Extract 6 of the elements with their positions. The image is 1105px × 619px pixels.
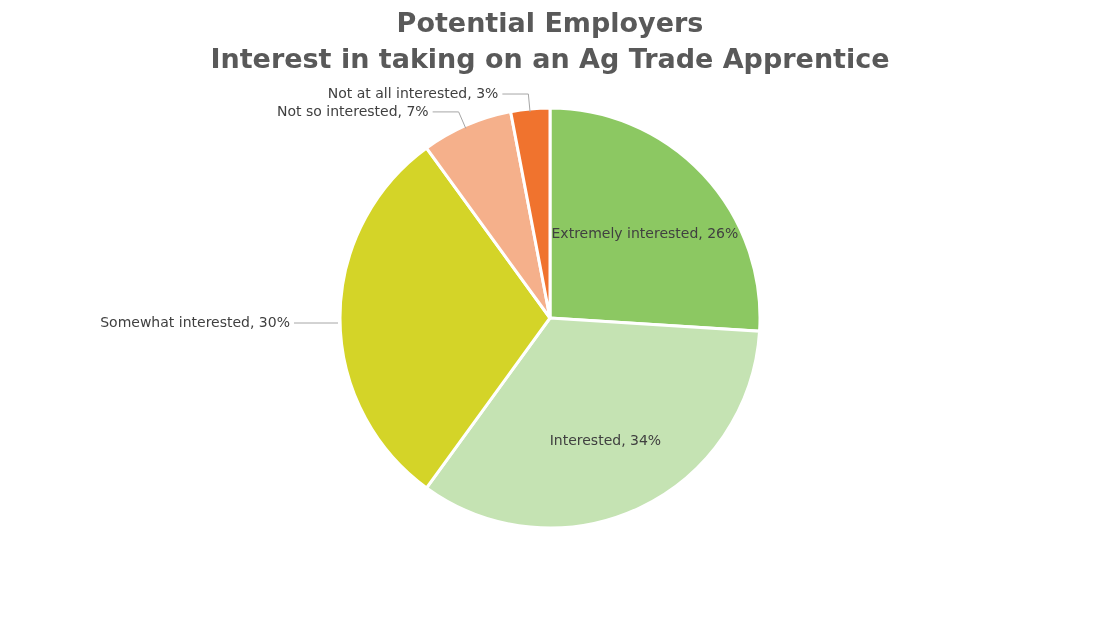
slice-label: Interested, 34% [549,431,662,448]
chart-title: Potential Employers Interest in taking on an Ag Trade Apprentice [210,7,890,74]
slice-label: Somewhat interested, 30% [100,314,290,330]
slice-label: Not at all interested, 3% [327,85,499,102]
slice-label: Extremely interested, 26% [551,224,739,241]
slice-label: Not so interested, 7% [277,102,429,119]
